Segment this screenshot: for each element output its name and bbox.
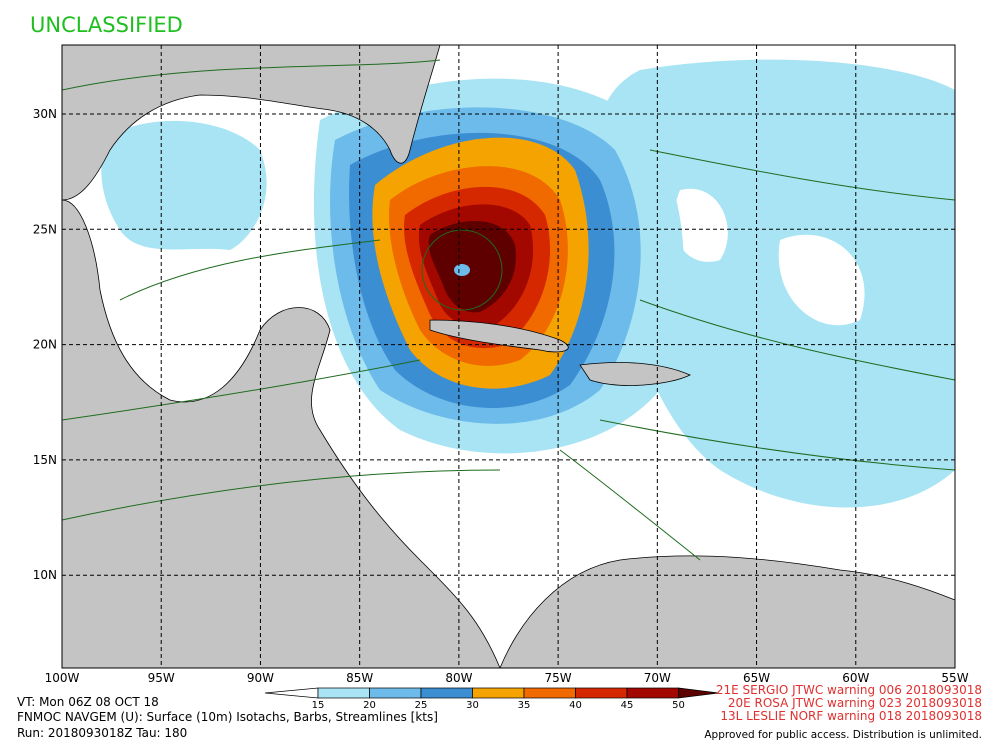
legend-tick-label: 45 [621,700,634,711]
storm-eye [454,264,470,276]
lon-label: 95W [148,671,175,685]
calm-area [673,188,728,262]
legend-low-triangle [264,687,319,699]
legend-swatch [472,687,525,699]
lon-label: 80W [445,671,472,685]
legend-high-triangle [678,687,719,699]
legend-swatch [369,687,422,699]
warning: 13L LESLIE NORF warning 018 2018093018 [720,709,982,723]
legend-tick-label: 50 [672,700,685,711]
legend-swatch [523,687,576,699]
isotach-area [596,59,955,508]
land [499,555,956,669]
lat-label: 15N [33,453,57,467]
valid-time: VT: Mon 06Z 08 OCT 18 [17,695,159,709]
lon-label: 85W [346,671,373,685]
lon-label: 60W [842,671,869,685]
legend-swatch [575,687,628,699]
warning: 21E SERGIO JTWC warning 006 2018093018 [716,683,982,697]
lat-label: 10N [33,568,57,582]
land [429,319,569,353]
isotach-area [101,120,267,250]
calm-area [778,234,865,326]
color-legend: 15 20 25 30 35 40 45 50 [264,687,719,711]
legend-tick-label: 25 [415,700,428,711]
lon-label: 90W [247,671,274,685]
graticule: 100W 95W 90W 85W 80W 75W 70W 65W 60W 55W 30N 25N 20N… [33,45,969,685]
map-frame [61,44,956,669]
legend-swatch [420,687,473,699]
lon-label: 65W [743,671,770,685]
legend-tick-label: 35 [518,700,531,711]
product-description: FNMOC NAVGEM (U): Surface (10m) Isotachs… [17,710,438,724]
streamlines [61,59,956,561]
legend-swatch [317,687,370,699]
land [61,44,441,201]
lon-label: 100W [45,671,80,685]
approval-note: Approved for public access. Distribution… [704,729,982,741]
land [579,362,691,386]
run-info: Run: 2018093018Z Tau: 180 [17,726,187,740]
map-area [61,44,956,669]
legend-tick-label: 40 [569,700,582,711]
lon-label: 75W [545,671,572,685]
legend-swatch [626,687,679,699]
lat-label: 25N [33,222,57,236]
lat-label: 30N [33,107,57,121]
lon-label: 70W [644,671,671,685]
land [61,199,501,669]
legend-tick-label: 30 [466,700,479,711]
legend-tick-label: 20 [363,700,376,711]
lon-label: 55W [941,671,968,685]
isotach-area [428,221,516,313]
warning: 20E ROSA JTWC warning 023 2018093018 [728,696,982,710]
lat-label: 20N [33,338,57,352]
classification: UNCLASSIFIED [30,13,183,37]
legend-tick-label: 15 [312,700,325,711]
